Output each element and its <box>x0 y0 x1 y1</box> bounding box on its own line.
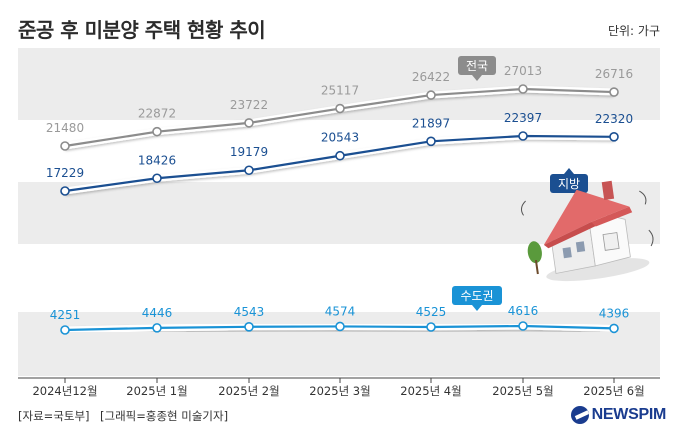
x-tick-label: 2025년 4월 <box>400 384 461 398</box>
data-point <box>60 325 70 335</box>
data-label: 4574 <box>325 304 356 318</box>
data-label: 26716 <box>595 67 633 81</box>
grid-band <box>18 312 660 376</box>
data-label: 25117 <box>321 84 359 98</box>
house-illustration <box>520 180 654 282</box>
data-label: 4616 <box>508 304 539 318</box>
data-label: 22872 <box>138 107 176 121</box>
data-point <box>518 321 528 331</box>
data-point <box>609 87 619 97</box>
data-label: 4543 <box>234 305 265 319</box>
data-label: 4396 <box>599 306 630 320</box>
data-point <box>609 323 619 334</box>
data-label: 18426 <box>138 153 176 167</box>
data-point <box>335 321 345 332</box>
data-point <box>244 165 254 176</box>
data-point <box>335 150 345 161</box>
series-name-label: 전국 <box>466 59 488 73</box>
x-tick-label: 2025년 5월 <box>492 384 553 398</box>
series-name-label: 지방 <box>558 177 580 191</box>
graphic-credit: [그래픽=홍종현 미술기자] <box>100 409 229 423</box>
x-tick-label: 2025년 2월 <box>218 384 279 398</box>
newspim-logo-text: NEWSPIM <box>591 406 667 423</box>
data-point <box>244 118 254 128</box>
data-label: 21480 <box>46 121 84 135</box>
series-name-label: 수도권 <box>460 289 493 303</box>
data-point <box>518 131 528 141</box>
chart-title: 준공 후 미분양 주택 현황 추이 <box>18 18 266 42</box>
callout-box <box>458 56 496 75</box>
callout-pointer <box>564 168 574 174</box>
data-label: 19179 <box>230 145 268 159</box>
callout-pointer <box>472 75 482 81</box>
callout-box <box>550 174 588 193</box>
data-point <box>335 103 345 114</box>
data-label: 20543 <box>321 131 359 145</box>
data-point <box>152 126 162 137</box>
data-point <box>518 84 528 94</box>
data-point <box>244 321 254 332</box>
data-point <box>609 132 619 142</box>
series-callout: 지방 <box>550 168 588 193</box>
series-1: 17229 18426 19179 20543 21897 22397 22320 지방 <box>46 111 633 196</box>
data-label: 22320 <box>595 112 633 126</box>
data-point <box>426 90 436 100</box>
unit-label: 단위: 가구 <box>607 24 660 38</box>
series-callout: 전국 <box>458 56 496 81</box>
data-label: 4525 <box>416 305 447 319</box>
newspim-logo-icon <box>570 406 589 424</box>
data-label: 4446 <box>142 306 173 320</box>
grid-band <box>18 120 660 182</box>
data-label: 22397 <box>504 111 542 125</box>
newspim-logo: NEWSPIM <box>570 406 667 424</box>
data-label: 26422 <box>412 70 450 84</box>
data-point <box>60 141 70 151</box>
x-tick-label: 2024년12월 <box>32 384 97 398</box>
data-label: 17229 <box>46 166 84 180</box>
x-tick-label: 2025년 1월 <box>126 384 187 398</box>
x-tick-label: 2025년 6월 <box>583 384 644 398</box>
data-point <box>152 323 162 333</box>
data-label: 21897 <box>412 116 450 130</box>
data-point <box>426 136 436 147</box>
series-callout: 수도권 <box>452 286 502 311</box>
x-tick-label: 2025년 3월 <box>309 384 370 398</box>
data-point <box>152 173 162 184</box>
series-2: 4251 4446 4543 4574 4525 4616 4396 수도권 <box>50 286 630 335</box>
data-point <box>426 322 436 332</box>
data-label: 27013 <box>504 64 542 78</box>
source-note: [자료=국토부] <box>18 409 90 423</box>
callout-box <box>452 286 502 305</box>
data-point <box>60 186 70 196</box>
series-0: 21480 22872 23722 25117 26422 27013 26716 전국 <box>46 56 633 151</box>
data-label: 23722 <box>230 98 268 112</box>
data-label: 4251 <box>50 308 81 322</box>
callout-pointer <box>472 305 482 311</box>
